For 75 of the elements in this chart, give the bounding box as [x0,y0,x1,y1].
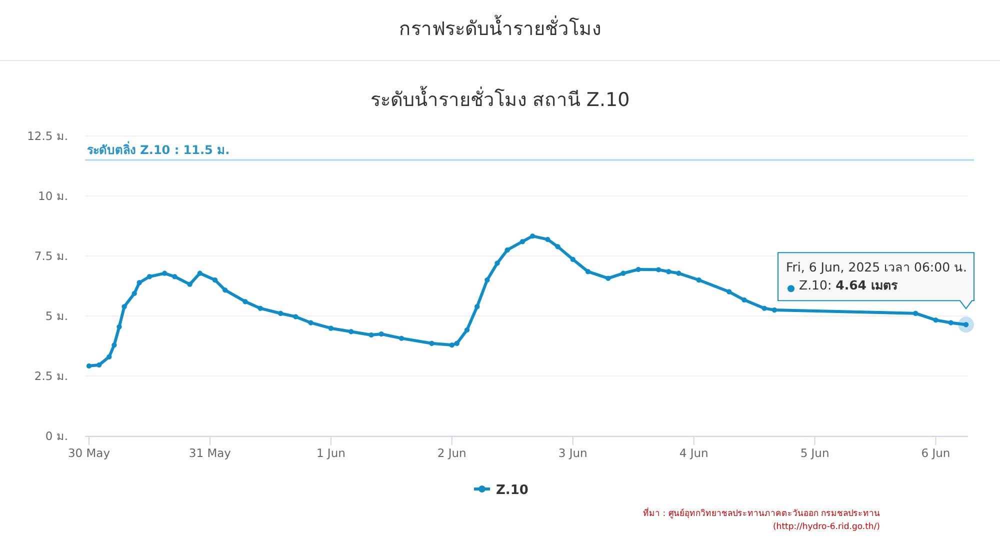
point [484,277,490,283]
point [242,299,248,304]
point [726,289,732,294]
legend-label: Z.10 [496,483,528,498]
point [136,280,142,286]
point [293,314,298,320]
point [464,327,470,333]
point [368,332,374,338]
point [530,233,536,239]
point [504,247,510,253]
point [636,266,641,272]
point [106,354,112,360]
y-tick-label: 2.5 ม. [34,369,68,383]
point [86,363,92,369]
point [606,276,611,281]
ref-line-label: ระดับตลิ่ง Z.10 : 11.5 ม. [87,141,230,157]
point [96,362,102,368]
point [585,269,591,274]
point [570,256,576,262]
point [762,306,767,311]
x-tick-label: 3 Jun [558,446,588,460]
point [328,326,334,331]
y-tick-label: 10 ม. [38,189,68,203]
chart-title: กราฟระดับน้ำรายชั่วโมง [399,15,601,40]
point [172,274,178,280]
x-tick-label: 2 Jun [437,446,466,460]
point [913,310,918,316]
annotation: Fri, 6 Jun, 2025 เวลา 06:00 น. [786,260,967,275]
x-tick-label: 5 Jun [800,446,830,460]
point [620,270,626,276]
point [449,342,454,348]
point [520,239,526,244]
point [132,290,137,296]
point [222,287,228,293]
point [278,310,284,316]
x-tick-label: 30 May [68,446,110,460]
chart-subtitle: ระดับน้ำรายชั่วโมง สถานี Z.10 [370,86,630,111]
point [308,320,314,326]
x-tick-label: 6 Jun [921,446,950,460]
point [197,270,202,276]
point [162,270,168,276]
y-tick-label: 5 ม. [45,309,68,323]
point [948,320,954,326]
point [454,340,460,346]
annotation: Z.10: 4.64 เมตร [799,278,898,293]
point [494,260,500,266]
point [112,342,117,348]
point [398,336,404,341]
point [378,331,384,337]
y-tick-label: 7.5 ม. [34,249,68,263]
text: ที่มา : ศูนย์อุทกวิทยาชลประทานภาคตะวันออก กรมชลประทาน [643,507,880,519]
x-tick-label: 4 Jun [679,446,708,460]
point [474,304,480,310]
point [429,340,434,346]
y-tick-label: 12.5 ม. [27,129,68,143]
point [656,267,662,272]
point [742,297,747,303]
x-tick-label: 1 Jun [316,446,346,460]
point [676,270,682,276]
point [696,277,702,283]
point [212,277,218,283]
point [555,244,560,250]
point [545,236,550,242]
point [146,274,152,280]
x-tick-label: 31 May [188,446,232,460]
text: (http://hydro-6.rid.go.th/) [772,522,880,532]
point [772,307,778,313]
point [258,306,263,311]
point [933,317,938,323]
point [348,329,354,334]
point [116,324,122,330]
point [122,304,127,310]
y-tick-label: 0 ม. [45,429,68,443]
point [187,282,192,287]
point [666,269,672,274]
